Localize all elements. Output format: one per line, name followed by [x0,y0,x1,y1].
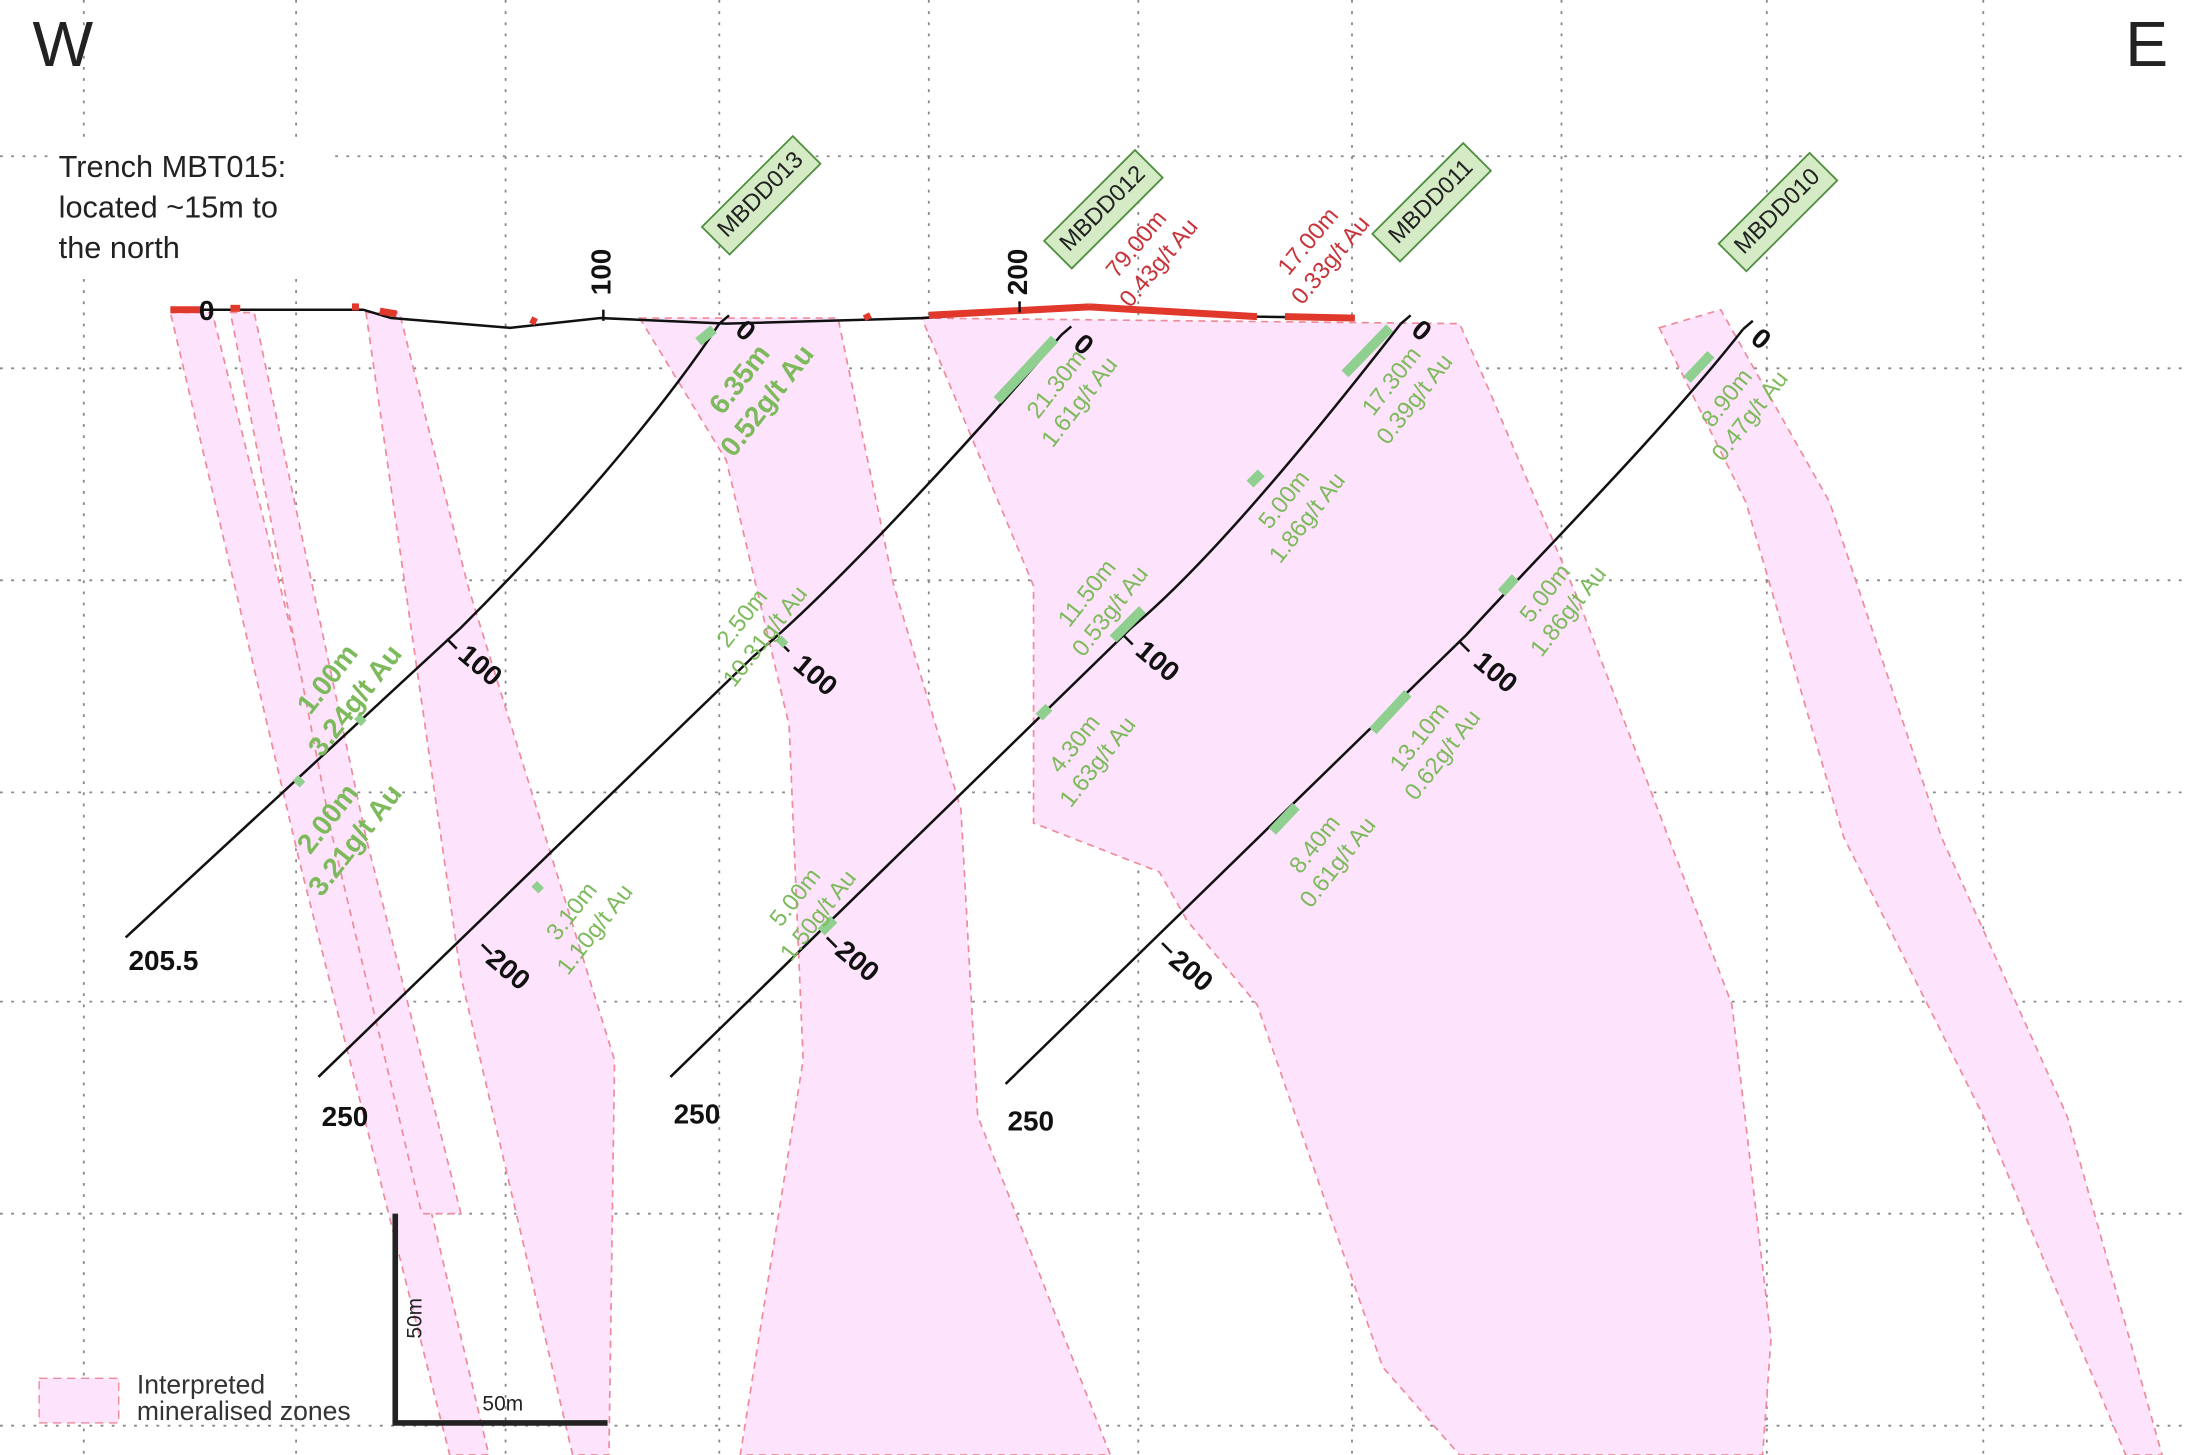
depth-label: 250 [1007,1105,1054,1136]
legend-label: mineralised zones [137,1396,351,1426]
collar-ticks [446,314,1754,956]
depth-label: 250 [674,1098,721,1129]
hole-name: MBDD013 [713,147,809,243]
hole-tag: MBDD013 [700,134,822,256]
zones [169,308,2163,1455]
note-line: the north [59,230,180,265]
note-line: Trench MBT015: [59,149,287,184]
drill-hole [124,322,721,939]
hole-name: MBDD011 [1384,155,1479,249]
scale-label: 50m [482,1392,523,1415]
hole-tag: MBDD010 [1717,151,1839,273]
depth-label: 200 [1002,249,1033,296]
compass-east: E [2125,8,2168,80]
depth-label: 205.5 [128,945,198,976]
trench-intervals [170,303,1355,326]
hole-name: MBDD010 [1730,164,1826,260]
drill-hole [1004,328,1745,1085]
legend-swatch [38,1377,120,1424]
legend-label: Interpreted [137,1370,265,1400]
compass-west: W [33,8,94,80]
intercept-bars [292,324,1715,936]
note-line: located ~15m to [59,189,278,224]
depth-label: 250 [322,1101,369,1132]
depth-label: 100 [586,249,617,296]
hole-tag: MBDD011 [1371,141,1493,263]
drill-hole [669,322,1402,1078]
scale-bar [392,1213,608,1426]
note-background [48,145,329,274]
depth-label: 0 [1745,322,1777,356]
depth-label: 0 [199,295,215,326]
trench-intercept: 17.00m 0.33g/t Au [1273,203,1375,310]
scale-label: 50m [404,1298,427,1339]
